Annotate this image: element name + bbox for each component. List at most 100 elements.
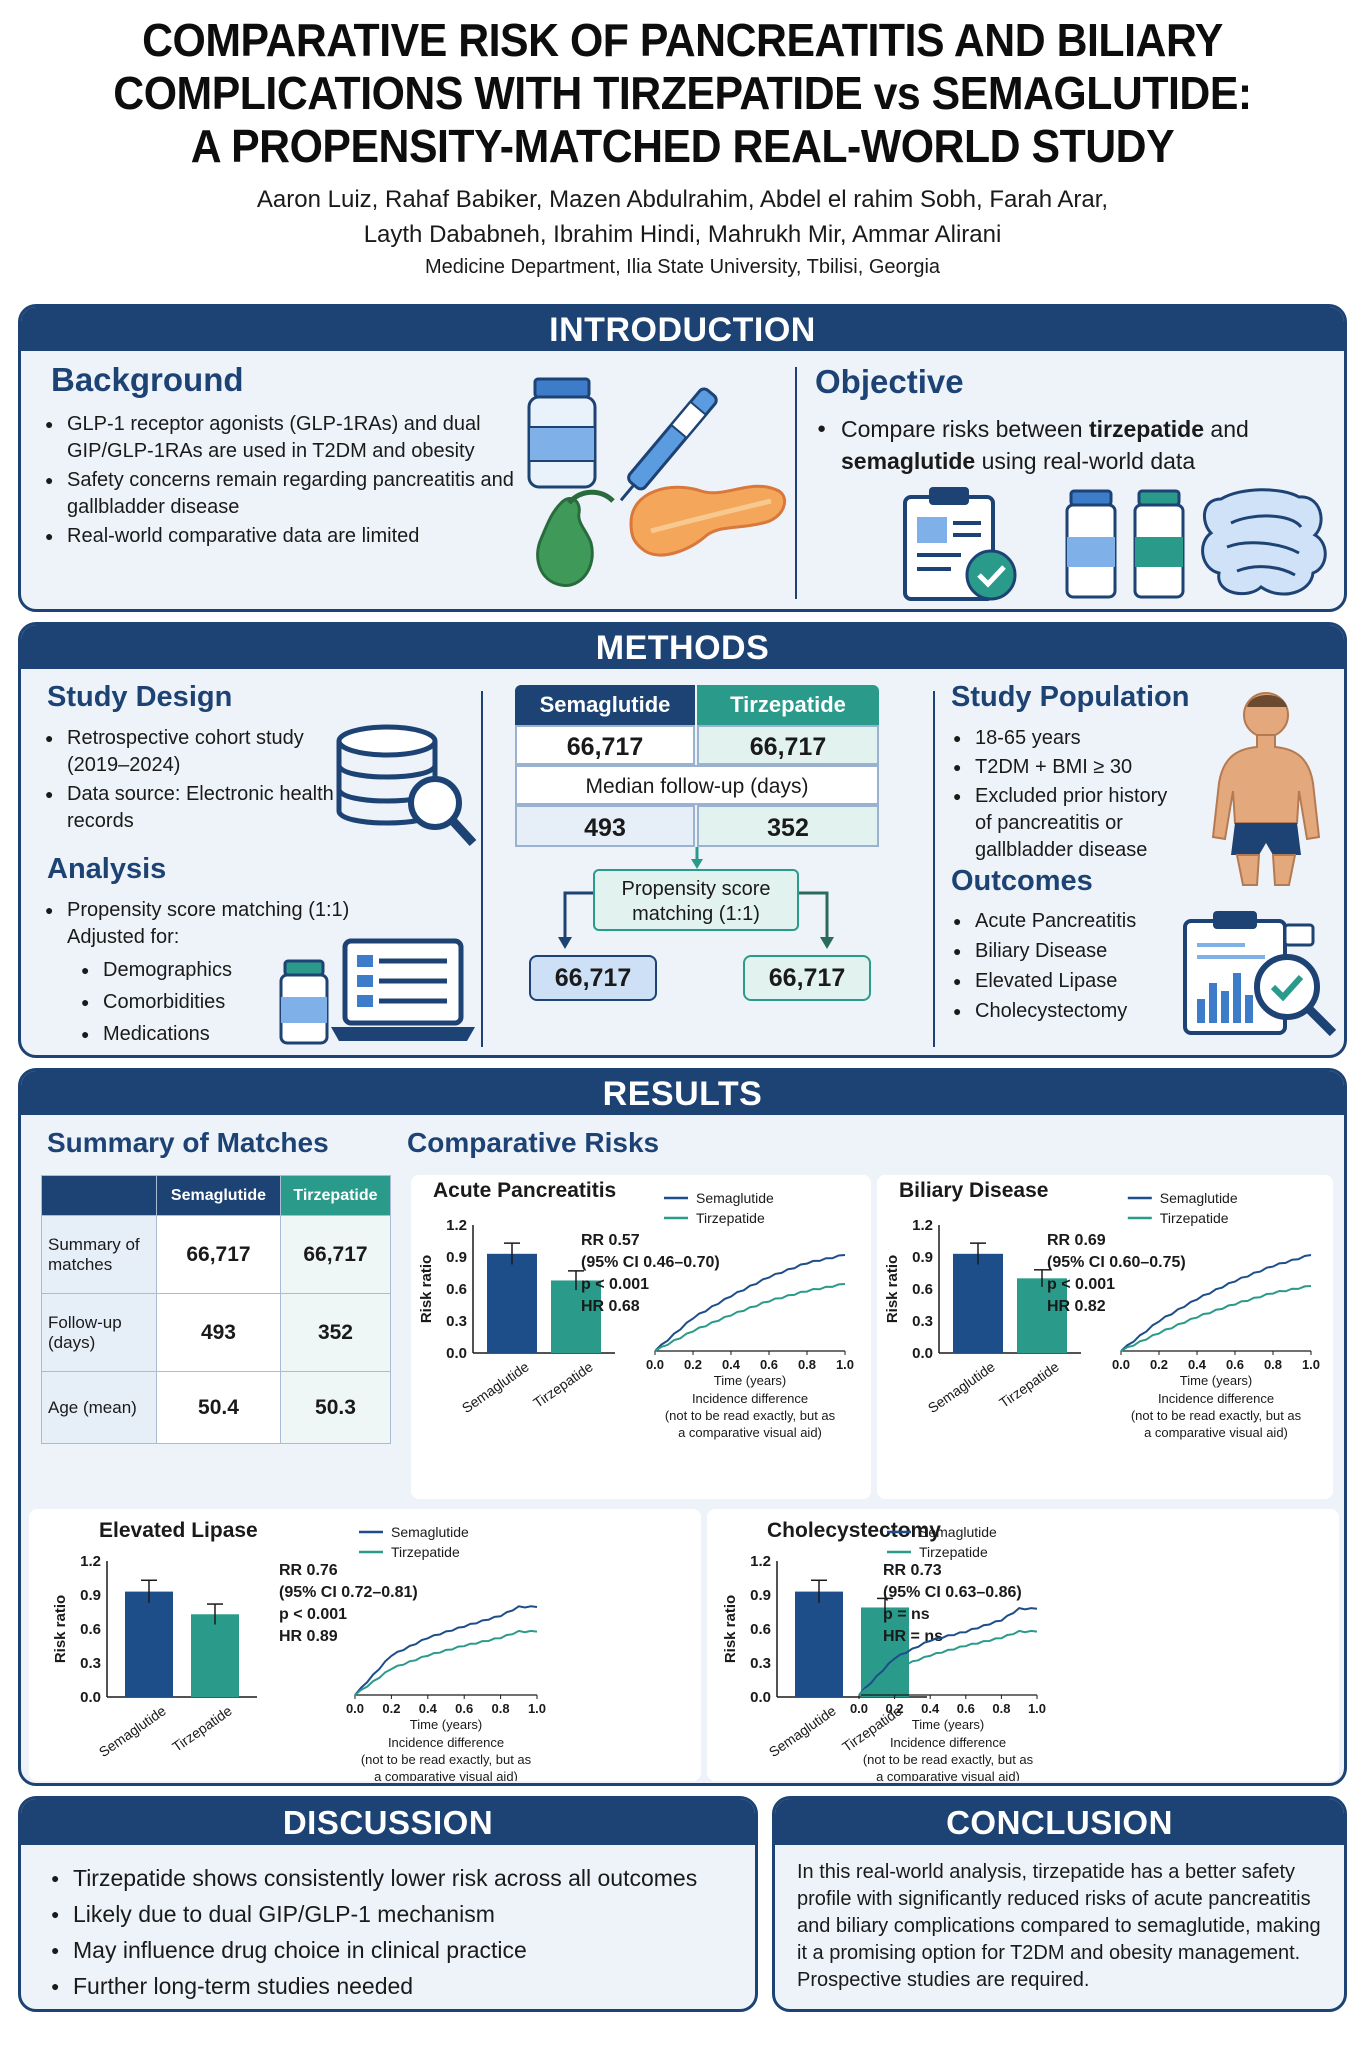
chart-title: Acute Pancreatitis — [433, 1179, 616, 1202]
flow-matched-tirzepatide: 66,717 — [743, 955, 871, 1001]
pancreas-icon — [629, 484, 786, 557]
methods-divider-left — [481, 691, 483, 1047]
bar-semaglutide — [487, 1253, 537, 1353]
curve-x-axis-label: Time (years) — [912, 1717, 984, 1732]
y-tick-label: 1.2 — [446, 1217, 467, 1234]
x-tick-label: 0.0 — [346, 1701, 364, 1716]
objective-text: ● Compare risks between tirzepatide and … — [817, 413, 1344, 477]
outcome-item: Biliary Disease — [953, 937, 1173, 965]
x-tick-label: 0.0 — [646, 1357, 664, 1372]
stat-line: p = ns — [883, 1606, 930, 1623]
flow-semaglutide-followup: 493 — [515, 805, 695, 847]
stat-line: HR 0.68 — [581, 1298, 640, 1315]
x-tick-label: 0.2 — [886, 1701, 904, 1716]
analysis-title: Analysis — [47, 853, 167, 885]
x-category-label: Semaglutide — [925, 1358, 998, 1416]
objective-drug-2: semaglutide — [841, 448, 976, 474]
curve-caption-line: (not to be read exactly, but as — [361, 1752, 532, 1767]
stat-line: p < 0.001 — [581, 1276, 649, 1293]
outcome-item: Elevated Lipase — [953, 967, 1173, 995]
y-tick-label: 0.9 — [750, 1587, 771, 1604]
y-tick-label: 0.9 — [912, 1249, 933, 1266]
x-tick-label: 1.0 — [1302, 1357, 1320, 1372]
bar-semaglutide — [953, 1253, 1003, 1353]
stat-line: (95% CI 0.72–0.81) — [279, 1584, 418, 1601]
bar-tirzepatide — [861, 1607, 909, 1697]
curve-caption-line: a comparative visual aid) — [678, 1425, 822, 1440]
background-item: GLP-1 receptor agonists (GLP-1RAs) and d… — [45, 411, 525, 465]
chart-card-acute-pancreatitis: Acute Pancreatitis 1.2 0.9 0.6 0.3 0.0 Risk ra… — [411, 1175, 871, 1499]
y-tick-label: 0.3 — [750, 1655, 771, 1672]
summary-title: Summary of Matches — [47, 1127, 329, 1158]
objective-bullet: ● — [817, 420, 827, 437]
vial-green-icon — [1133, 489, 1185, 599]
table-header-tirzepatide: Tirzepatide — [279, 1175, 392, 1216]
x-category-label: Tirzepatide — [169, 1702, 235, 1755]
flow-semaglutide-header: Semaglutide — [515, 685, 695, 725]
table-cell-label: Follow-up (days) — [41, 1293, 157, 1372]
conclusion-heading: CONCLUSION — [775, 1799, 1344, 1845]
conclusion-text: In this real-world analysis, tirzepatide… — [797, 1861, 1321, 1991]
conclusion-panel: CONCLUSION In this real-world analysis, … — [772, 1796, 1347, 2012]
x-tick-label: 0.8 — [798, 1357, 816, 1372]
background-item: Real-world comparative data are limited — [45, 523, 525, 550]
bar-semaglutide — [125, 1591, 173, 1697]
legend-label: Semaglutide — [696, 1190, 774, 1206]
curve-x-axis-label: Time (years) — [410, 1717, 482, 1732]
objective-text-post: using real-world data — [975, 448, 1196, 474]
curve-tirzepatide — [858, 1629, 1038, 1696]
curve-semaglutide — [858, 1607, 1038, 1696]
summary-table: Semaglutide Tirzepatide Summary of match… — [41, 1175, 392, 1444]
objective-title: Objective — [815, 363, 964, 400]
gallbladder-icon — [536, 489, 615, 587]
body-figure-icon — [1211, 692, 1321, 886]
analysis-sublist: Demographics Comorbidities Medications — [81, 955, 301, 1051]
y-axis-label: Risk ratio — [52, 1595, 69, 1663]
x-category-label: Tirzepatide — [530, 1358, 596, 1411]
outcome-item: Acute Pancreatitis — [953, 907, 1173, 935]
x-tick-label: 0.6 — [1226, 1357, 1244, 1372]
chart-svg: Acute Pancreatitis 1.2 0.9 0.6 0.3 0.0 Risk ra… — [418, 1179, 854, 1440]
stat-line: (95% CI 0.46–0.70) — [581, 1254, 720, 1271]
curve-tirzepatide — [654, 1283, 846, 1352]
background-item: Safety concerns remain regarding pancrea… — [45, 467, 525, 521]
vial-blue-icon — [1065, 489, 1117, 599]
chart-card-elevated-lipase: Elevated Lipase 1.2 0.9 0.6 0.3 0.0 Risk ratio… — [29, 1509, 701, 1781]
analysis-item: Propensity score matching (1:1) Adjusted… — [45, 897, 375, 951]
y-tick-label: 0.3 — [912, 1313, 933, 1330]
legend-label: Tirzepatide — [391, 1544, 460, 1560]
study-design-list: Retrospective cohort study (2019–2024) D… — [45, 725, 345, 837]
study-population-title: Study Population — [951, 681, 1190, 713]
x-tick-label: 0.0 — [1112, 1357, 1130, 1372]
x-tick-label: 0.8 — [492, 1701, 510, 1716]
x-category-label: Semaglutide — [96, 1702, 169, 1760]
stat-line: RR 0.73 — [883, 1562, 942, 1579]
curve-x-axis-label: Time (years) — [1180, 1373, 1252, 1388]
y-tick-label: 0.6 — [750, 1621, 771, 1638]
title-line-2: COMPLICATIONS WITH TIRZEPATIDE vs SEMAGL… — [113, 67, 1252, 119]
stat-line: RR 0.57 — [581, 1232, 640, 1249]
outcomes-list: Acute Pancreatitis Biliary Disease Eleva… — [953, 907, 1173, 1027]
chart-card-biliary-disease: Biliary Disease 1.2 0.9 0.6 0.3 0.0 Risk ratio… — [877, 1175, 1333, 1499]
objective-text-pre: Compare risks between — [841, 416, 1089, 442]
curve-caption-line: (not to be read exactly, but as — [665, 1408, 836, 1423]
stat-line: (95% CI 0.60–0.75) — [1047, 1254, 1186, 1271]
objective-drug-1: tirzepatide — [1089, 416, 1205, 442]
table-cell-value: 66,717 — [279, 1215, 392, 1294]
x-tick-label: 0.4 — [419, 1701, 438, 1716]
intro-divider — [795, 367, 797, 599]
curve-caption-line: (not to be read exactly, but as — [1131, 1408, 1302, 1423]
poster-title: COMPARATIVE RISK OF PANCREATITIS AND BIL… — [48, 14, 1317, 173]
stat-line: p < 0.001 — [279, 1606, 347, 1623]
population-item: T2DM + BMI ≥ 30 — [953, 754, 1173, 781]
x-category-label: Tirzepatide — [996, 1358, 1062, 1411]
x-tick-label: 0.6 — [455, 1701, 473, 1716]
x-tick-label: 0.8 — [1264, 1357, 1282, 1372]
y-tick-label: 1.2 — [750, 1553, 771, 1570]
x-tick-label: 0.0 — [850, 1701, 868, 1716]
title-line-3: A PROPENSITY-MATCHED REAL-WORLD STUDY — [190, 120, 1175, 172]
x-tick-label: 0.6 — [760, 1357, 778, 1372]
y-tick-label: 0.3 — [80, 1655, 101, 1672]
bar-tirzepatide — [1017, 1278, 1067, 1353]
introduction-panel: INTRODUCTION Background GLP-1 receptor a… — [18, 304, 1347, 612]
